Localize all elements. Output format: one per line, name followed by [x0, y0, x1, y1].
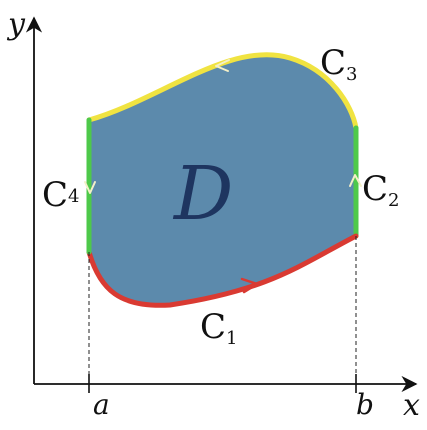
region-label: D [172, 151, 233, 237]
curve-c4-subscript: 4 [68, 186, 79, 207]
curve-c3-subscript: 3 [346, 64, 357, 85]
curve-c4-name: C [42, 175, 68, 215]
b-label: b [356, 388, 374, 421]
x-axis-label: x [403, 388, 420, 423]
curve-c3 [86, 52, 359, 131]
a-label: a [93, 388, 110, 421]
curve-c1-name: C [200, 307, 226, 347]
arrow-c2-icon [349, 174, 362, 187]
arrow-c3-icon [215, 59, 230, 72]
curve-label-c1: C1 [200, 307, 237, 349]
curve-c2-subscript: 2 [388, 190, 399, 211]
arrow-c4-icon [84, 181, 96, 194]
curve-label-c2: C2 [362, 169, 399, 211]
curve-c3-name: C [320, 43, 346, 83]
curve-c1 [86, 233, 359, 308]
arrow-c1-icon [240, 277, 259, 294]
region-d [89, 54, 356, 306]
curve-label-c4: C4 [42, 175, 79, 215]
curve-c1-subscript: 1 [226, 328, 237, 349]
y-axis-label: y [6, 7, 26, 42]
curve-c2-name: C [362, 169, 388, 209]
curve-label-c3: C3 [320, 43, 357, 85]
